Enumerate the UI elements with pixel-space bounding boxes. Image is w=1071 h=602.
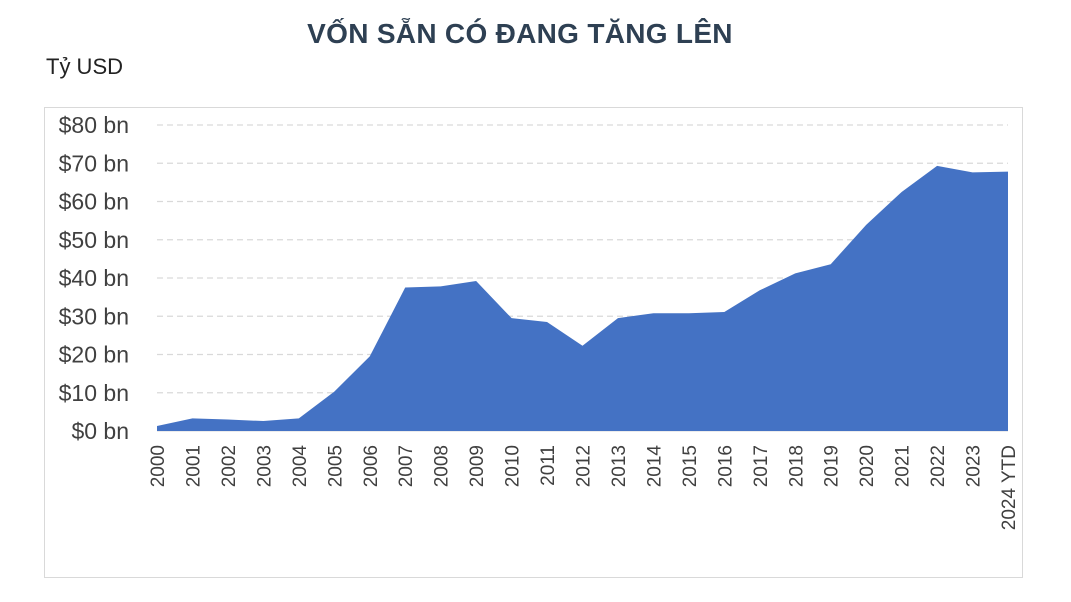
area-series (157, 165, 1008, 431)
x-tick-label: 2023 (964, 445, 985, 487)
x-tick-label: 2017 (751, 445, 772, 487)
x-axis-tick-labels: 2000 2001 2002 2003 2004 2005 2006 2007 2008 2009… (148, 445, 1020, 531)
y-tick-label: $50 bn (59, 227, 129, 253)
y-tick-label: $60 bn (59, 189, 129, 215)
x-tick-label: 2003 (254, 445, 275, 487)
y-tick-label: $30 bn (59, 303, 129, 329)
x-tick-label: 2022 (928, 445, 949, 487)
x-tick-label: 2001 (183, 445, 204, 487)
chart-frame (44, 107, 1023, 578)
y-tick-label: $20 bn (59, 342, 129, 368)
x-tick-label: 2005 (325, 445, 346, 487)
x-tick-label: 2019 (822, 445, 843, 487)
x-tick-label: 2004 (290, 445, 311, 488)
chart-title: VỐN SẴN CÓ ĐANG TĂNG LÊN (307, 18, 733, 49)
y-tick-label: $70 bn (59, 150, 129, 176)
x-tick-label: 2007 (396, 445, 417, 487)
y-axis-unit-label: Tỷ USD (46, 54, 123, 79)
x-tick-label: 2006 (361, 445, 382, 487)
x-tick-label: 2000 (148, 445, 169, 487)
x-tick-label: 2014 (644, 445, 665, 488)
x-tick-label: 2018 (786, 445, 807, 487)
x-tick-label: 2024 YTD (999, 445, 1020, 530)
area-series-fill (157, 165, 1008, 431)
x-tick-label: 2010 (503, 445, 524, 487)
x-tick-label: 2012 (574, 445, 595, 487)
y-tick-label: $0 bn (71, 418, 129, 444)
y-tick-label: $80 bn (59, 112, 129, 138)
x-tick-label: 2016 (715, 445, 736, 487)
y-tick-label: $40 bn (59, 265, 129, 291)
x-tick-label: 2008 (432, 445, 453, 487)
x-tick-label: 2002 (219, 445, 240, 487)
x-tick-label: 2020 (857, 445, 878, 487)
x-tick-label: 2011 (538, 445, 559, 486)
x-tick-label: 2015 (680, 445, 701, 487)
x-tick-label: 2021 (893, 445, 914, 487)
y-tick-label: $10 bn (59, 380, 129, 406)
x-tick-label: 2009 (467, 445, 488, 487)
x-tick-label: 2013 (609, 445, 630, 487)
y-axis-tick-labels: $0 bn $10 bn $20 bn $30 bn $40 bn $50 bn $60 b… (59, 112, 129, 444)
